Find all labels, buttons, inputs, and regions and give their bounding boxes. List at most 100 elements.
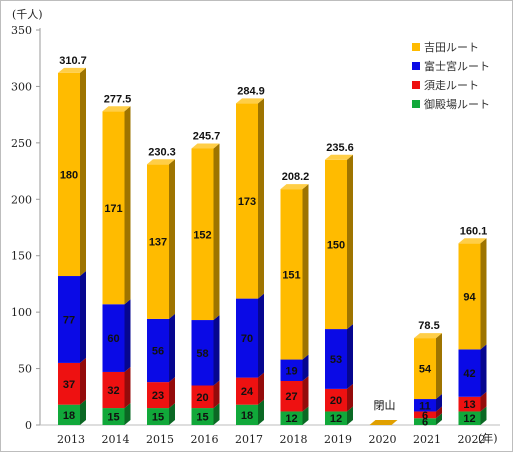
bar-total-label: 78.5 [418,320,439,332]
bar-value-label: 53 [330,354,342,366]
bar-top-face [58,67,86,73]
bar-value-label: 180 [60,169,78,181]
legend-swatch [412,81,420,89]
bar-segment-side [302,406,309,425]
bar-segment-side [436,394,442,412]
bar-segment [458,243,481,350]
bar-segment-side [436,413,442,425]
bar-segment [147,164,169,319]
bar-value-label: 15 [196,412,208,424]
y-tick-label: 300 [11,80,32,93]
legend-label: 御殿場ルート [424,97,490,111]
bar-value-label: 27 [285,391,297,403]
bar-value-label: 12 [285,413,297,425]
bar-total-label: 208.2 [282,171,310,183]
bar-value-label: 77 [63,314,75,326]
bar-segment-side [213,403,220,425]
bar-segment [458,411,481,425]
bar-segment-side [302,184,309,360]
bar-segment-side [480,344,487,397]
bar-total-label: 245.7 [193,131,221,143]
bar-value-label: 94 [463,291,476,303]
bar-value-label: 11 [419,400,431,412]
bar-total-label: 284.9 [237,85,265,97]
bar-segment [280,359,303,381]
x-tick-label: 2018 [280,433,308,446]
x-axis-unit-label: (年) [478,431,498,445]
bar-segment-side [124,106,131,305]
bar-segment-side [347,406,353,425]
bar-value-label: 18 [241,410,253,422]
y-tick-label: 100 [11,306,32,319]
bar-segment [414,338,436,400]
bar-segment [280,189,303,360]
bar-top-face [236,98,264,104]
bar-segment-side [80,357,86,405]
x-tick-label: 2021 [413,433,441,446]
bar-value-label: 150 [327,239,345,251]
bar-value-label: 151 [282,269,300,281]
bar-value-label: 152 [193,229,211,241]
legend-swatch [412,100,420,108]
bar-value-label: 6 [422,417,428,429]
bar-segment [102,304,125,372]
bar-segment-side [124,299,131,372]
bar-total-label: 230.3 [148,146,176,158]
bar-top-face [325,154,353,160]
bar-segment [102,371,125,409]
bar-segment-side [124,403,131,425]
bar-value-label: 15 [107,412,119,424]
closure-annotation: 閉山 [374,399,396,412]
bar-segment-side [124,366,131,409]
bar-segment [414,418,436,425]
y-tick-label: 0 [25,419,32,432]
bar-segment-side [302,375,309,412]
bar-segment-side [169,403,175,425]
legend-swatch [412,43,420,51]
bar-segment-side [480,391,487,412]
bar-value-label: 32 [107,385,119,397]
bar-segment [280,411,303,425]
bar-segment-side [347,324,353,389]
bar-value-label: 60 [107,333,119,345]
bar-value-label: 20 [330,395,342,407]
bar-total-label: 160.1 [460,225,488,237]
x-tick-label: 2020 [369,433,397,446]
bar-top-face [414,333,442,339]
bar-segment [325,159,347,330]
bar-value-label: 24 [241,386,254,398]
bar-segment [236,103,258,299]
bar-value-label: 6 [422,410,428,422]
bar-segment [280,380,303,412]
bar-value-label: 12 [463,413,475,425]
bar-value-label: 19 [285,365,297,377]
bar-value-label: 171 [104,203,122,215]
y-axis-unit-label: (千人) [12,8,43,21]
bar-segment [414,399,436,412]
bar-segment [147,408,169,425]
legend-swatch [412,62,420,70]
bar-segment-side [258,293,264,378]
bar-total-label: 310.7 [59,55,87,67]
y-tick-label: 200 [11,193,32,206]
bar-value-label: 20 [196,392,208,404]
x-tick-label: 2022 [458,433,486,446]
bar-value-label: 70 [241,333,253,345]
x-tick-label: 2016 [191,433,219,446]
bar-segment-side [80,271,86,363]
bar-value-label: 23 [152,390,164,402]
y-tick-label: 150 [11,250,32,263]
bar-segment-side [347,383,353,412]
x-tick-label: 2019 [324,433,352,446]
x-tick-label: 2015 [146,433,174,446]
bar-segment [236,298,258,378]
bar-segment [191,408,214,425]
bar-segment-side [436,333,442,400]
bar-segment-side [80,67,86,277]
bar-segment [58,362,80,405]
bar-value-label: 12 [330,413,342,425]
bar-segment [58,404,80,425]
bar-segment [236,377,258,405]
x-tick-label: 2017 [235,433,263,446]
